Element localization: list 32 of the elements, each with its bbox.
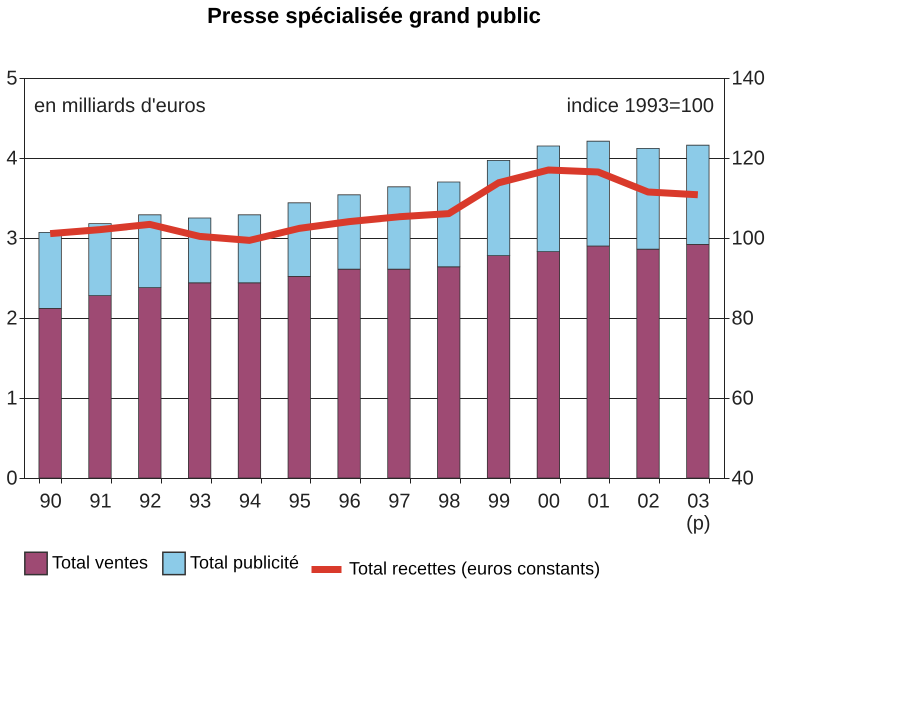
annotation: en milliards d'euros [34, 95, 206, 117]
x-tick-label: 99 [488, 490, 510, 512]
y-tick-label: 5 [6, 68, 18, 90]
y-tick-label: 1 [6, 388, 18, 410]
y2-tick-label: 60 [732, 388, 754, 410]
x-tick-label: 97 [388, 490, 411, 512]
x-tick-label: 02 [637, 490, 660, 512]
x-tick-label: 92 [139, 490, 162, 512]
legend-label: Total ventes [52, 552, 148, 572]
x-tick-label: 01 [588, 490, 610, 512]
x-tick-label: 03 (p) [686, 490, 711, 534]
x-tick-label: 00 [538, 490, 560, 512]
y2-tick-label: 140 [732, 68, 765, 90]
y2-tick-label: 40 [732, 468, 754, 490]
y2-tick-label: 100 [732, 228, 765, 250]
x-tick-label: 94 [238, 490, 262, 512]
legend-label: Total recettes (euros constants) [349, 558, 600, 578]
x-tick-label: 91 [89, 490, 112, 512]
x-tick-label: 96 [338, 490, 361, 512]
x-tick-label: 98 [438, 490, 460, 512]
chart-title: Presse spécialisée grand public [207, 3, 541, 28]
annotation: indice 1993=100 [566, 95, 714, 117]
x-tick-label: 95 [288, 490, 311, 512]
y-tick-label: 0 [6, 468, 18, 490]
x-tick-label: 90 [40, 490, 62, 512]
y-tick-label: 4 [6, 148, 18, 170]
y-tick-label: 2 [6, 308, 18, 330]
y2-tick-label: 120 [732, 148, 765, 170]
y2-tick-label: 80 [732, 308, 754, 330]
legend-label: Total publicité [190, 552, 300, 572]
y-tick-label: 3 [6, 228, 18, 250]
x-tick-label: 93 [189, 490, 212, 512]
